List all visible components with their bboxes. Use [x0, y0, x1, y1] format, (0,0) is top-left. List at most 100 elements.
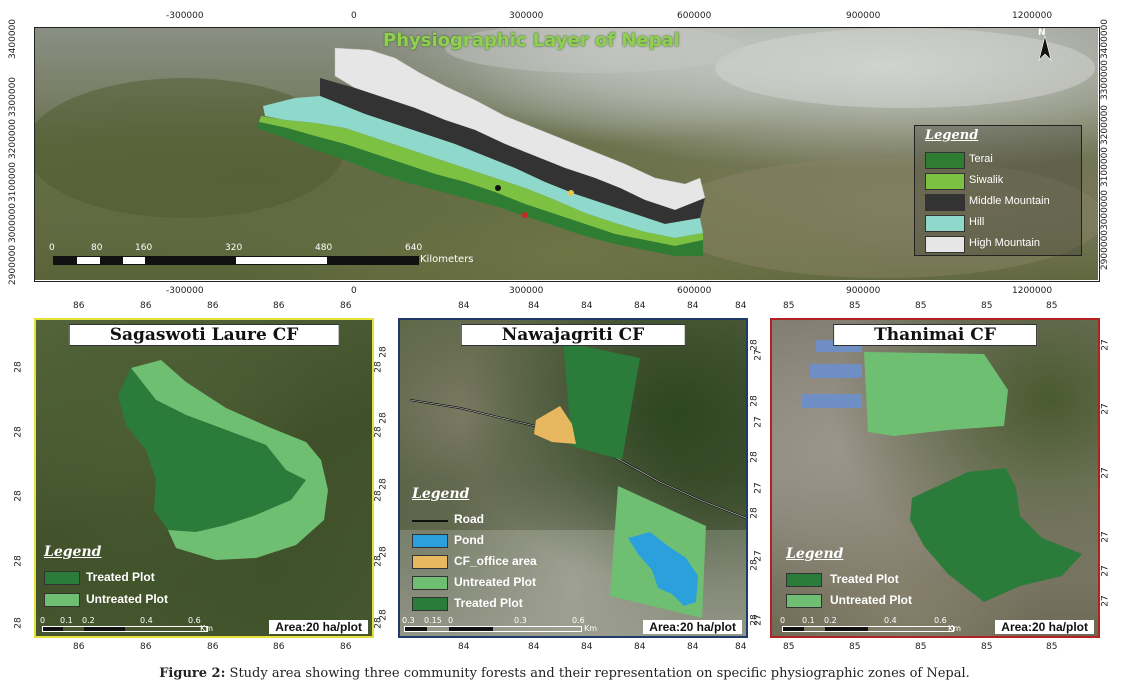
p3-top-tick: 85	[915, 301, 927, 311]
panel1-legend-swatch	[44, 571, 80, 585]
panel3-scale-bar	[782, 626, 954, 632]
p2-top-tick: 84	[581, 301, 593, 311]
p3-top-tick: 85	[1046, 301, 1058, 311]
panel2-legend-title: Legend	[412, 486, 470, 502]
main-scale-label: 160	[135, 243, 153, 253]
p3-right-tick: 27	[1100, 531, 1111, 543]
main-bottom-tick: 1200000	[1012, 286, 1053, 296]
zone-hill	[263, 96, 703, 238]
building-roof	[810, 364, 862, 378]
p2-left-tick: 28	[378, 478, 389, 490]
p1-top-tick: 86	[207, 301, 219, 311]
p3-right-tick: 27	[1100, 467, 1111, 479]
p1-bottom-tick: 86	[140, 642, 152, 652]
legend-label-terai: Terai	[969, 153, 993, 165]
p2-top-tick: 84	[528, 301, 540, 311]
treated-plot-area	[118, 368, 306, 532]
panel2-scale-bar	[404, 626, 582, 632]
panel2-legend-swatch	[412, 597, 448, 611]
main-bottom-tick: 900000	[846, 286, 881, 296]
main-top-tick: 1200000	[1012, 11, 1053, 21]
panel3-scale-label: 0.6	[934, 616, 947, 625]
road-legend-line	[412, 520, 448, 522]
zone-middle-mountain	[320, 78, 705, 224]
p3-left-tick: 27	[753, 550, 764, 562]
legend-swatch-middle-mountain	[925, 194, 965, 211]
p2-bottom-tick: 84	[581, 642, 593, 652]
p3-left-tick: 27	[753, 416, 764, 428]
panel-thanimai: Thanimai CF Legend Treated Plot Untreate…	[770, 318, 1100, 638]
p3-bottom-tick: 85	[849, 642, 861, 652]
legend-label-hill: Hill	[969, 216, 985, 228]
panel3-legend-label: Untreated Plot	[830, 593, 913, 607]
panel1-scale-label: 0.4	[140, 616, 153, 625]
untreated-plot-area	[131, 360, 328, 560]
panel1-scale-bar	[42, 626, 208, 632]
p2-top-tick: 84	[687, 301, 699, 311]
main-left-tick: 3400000	[8, 18, 19, 60]
p1-left-tick: 28	[13, 490, 24, 502]
cf-office-area	[534, 406, 576, 444]
p3-bottom-tick: 85	[783, 642, 795, 652]
p3-top-tick: 85	[981, 301, 993, 311]
panel2-scale-label: 0.3	[402, 616, 415, 625]
p2-right-tick: 28	[749, 507, 760, 519]
scale-segment	[405, 627, 427, 631]
main-legend-title: Legend	[925, 128, 979, 143]
thanimai-plots-svg	[802, 340, 1082, 602]
p3-right-tick: 27	[1100, 403, 1111, 415]
legend-label-siwalik: Siwalik	[969, 174, 1004, 186]
scale-segment	[84, 627, 125, 631]
terrain-plain-patch	[665, 158, 1098, 278]
north-label: N	[1038, 28, 1046, 38]
main-map-title: Physiographic Layer of Nepal	[383, 30, 680, 51]
scale-segment	[145, 257, 236, 264]
terrain-snow-patch	[715, 28, 1095, 108]
p1-left-tick: 28	[13, 361, 24, 373]
legend-label-high-mountain: High Mountain	[969, 237, 1040, 249]
main-bottom-tick: 300000	[509, 286, 544, 296]
p3-right-tick: 27	[1100, 595, 1111, 607]
main-left-tick: 3100000	[8, 161, 19, 203]
panel1-scale-label: 0.2	[82, 616, 95, 625]
p1-top-tick: 86	[140, 301, 152, 311]
legend-swatch-high-mountain	[925, 236, 965, 253]
panel-sagaswoti: Sagaswoti Laure CF Legend Treated Plot U…	[34, 318, 374, 638]
p2-bottom-tick: 84	[528, 642, 540, 652]
p1-left-tick: 28	[13, 617, 24, 629]
panel3-scale-label: 0	[780, 616, 786, 625]
cf-location-marker	[495, 185, 501, 191]
main-left-tick: 3300000	[8, 76, 19, 118]
figure-caption: Figure 2: Study area showing three commu…	[0, 666, 1129, 681]
sagaswoti-plots-svg	[118, 360, 328, 560]
panel3-legend-swatch	[786, 573, 822, 587]
north-arrow-icon	[1038, 35, 1052, 61]
main-legend: Legend Terai Siwalik Middle Mountain Hil…	[914, 125, 1082, 256]
terrain-snow-patch	[445, 28, 745, 73]
p1-bottom-tick: 86	[273, 642, 285, 652]
main-scale-label: 480	[315, 243, 333, 253]
cf-location-marker	[568, 190, 574, 196]
panel2-legend-label: Untreated Plot	[454, 575, 537, 589]
treated-plot-area	[910, 468, 1082, 602]
main-scale-bar	[53, 256, 419, 265]
p2-bottom-tick: 84	[687, 642, 699, 652]
panel2-scale-unit: Km	[584, 624, 598, 633]
untreated-plot-area	[864, 352, 1008, 436]
p2-top-tick: 84	[735, 301, 747, 311]
panel3-area-label: Area:20 ha/plot	[995, 620, 1094, 634]
scale-segment	[825, 627, 868, 631]
panel1-area-label: Area:20 ha/plot	[269, 620, 368, 634]
p2-bottom-tick: 84	[634, 642, 646, 652]
main-left-tick: 3200000	[8, 118, 19, 160]
p2-right-tick: 28	[749, 395, 760, 407]
treated-plot-area	[563, 342, 640, 460]
p2-right-tick: 28	[749, 451, 760, 463]
panel1-legend-swatch	[44, 593, 80, 607]
panel2-scale-label: 0.3	[514, 616, 527, 625]
panel2-legend-label: Treated Plot	[454, 596, 523, 610]
panel1-scale-unit: Km	[200, 624, 214, 633]
scale-segment	[783, 627, 804, 631]
main-scale-unit: Kilometers	[420, 254, 474, 265]
panel1-title: Sagaswoti Laure CF	[68, 324, 340, 346]
